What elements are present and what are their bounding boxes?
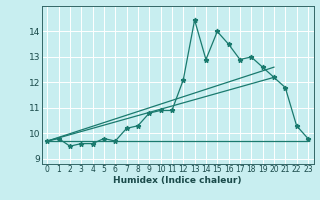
X-axis label: Humidex (Indice chaleur): Humidex (Indice chaleur) bbox=[113, 176, 242, 185]
